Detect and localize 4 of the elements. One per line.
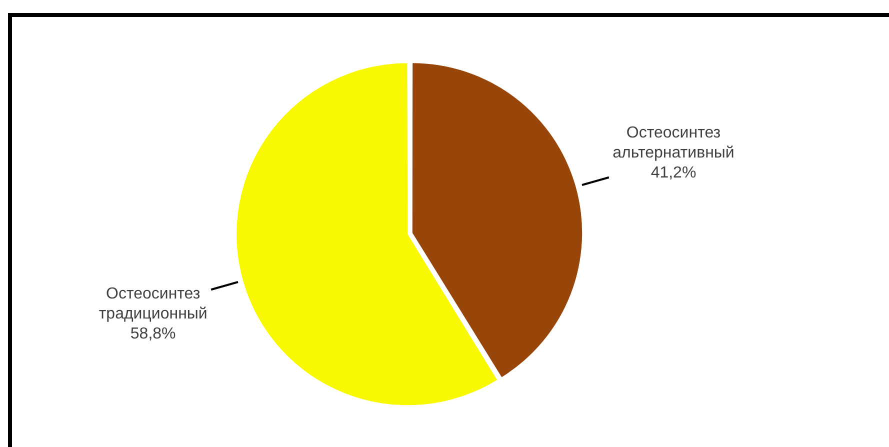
slice-label: Остеосинтез альтернативный <box>612 124 734 162</box>
data-label: 58,8% <box>130 325 176 342</box>
slice-label: Остеосинтез традиционный <box>98 285 208 322</box>
data-label: 41,2% <box>650 164 696 182</box>
